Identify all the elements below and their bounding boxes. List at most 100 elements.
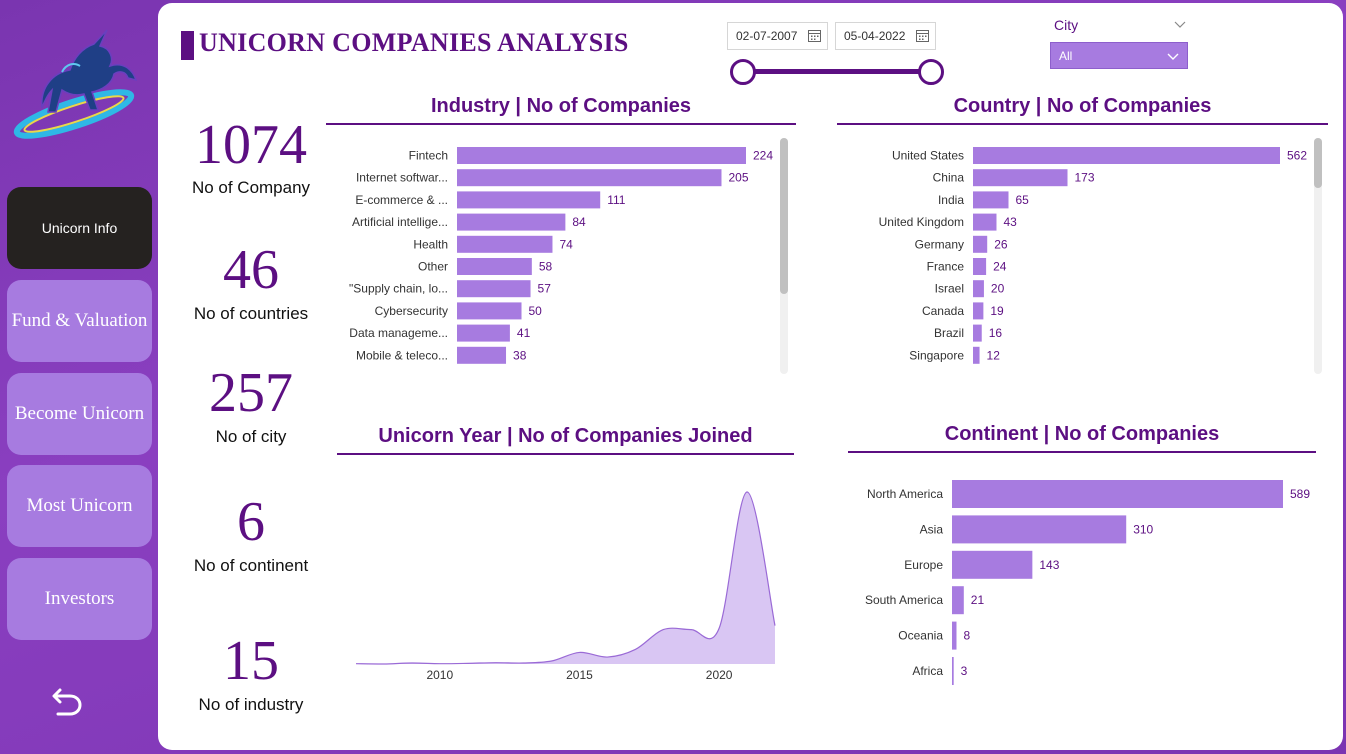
nav-most-unicorn-button[interactable]: Most Unicorn — [7, 465, 152, 547]
bar[interactable] — [457, 191, 601, 209]
city-filter-label: City — [1054, 17, 1079, 33]
value-label: 19 — [990, 304, 1004, 318]
kpi-continent-label: No of continent — [193, 556, 309, 575]
bar[interactable] — [952, 621, 957, 650]
bar[interactable] — [457, 258, 532, 275]
page-title: UNICORN COMPANIES ANALYSIS — [199, 28, 629, 57]
value-label: 310 — [1133, 522, 1153, 536]
category-label: France — [927, 260, 965, 274]
value-label: 41 — [517, 326, 531, 340]
category-label: Fintech — [409, 149, 448, 163]
value-label: 8 — [963, 629, 970, 643]
bar[interactable] — [973, 258, 987, 275]
year-chart-title: Unicorn Year | No of Companies Joined — [378, 425, 753, 447]
unicorn-logo — [13, 29, 138, 139]
value-label: 58 — [539, 260, 553, 274]
area-line[interactable] — [355, 491, 776, 665]
category-label: Artificial intellige... — [352, 215, 448, 229]
industry-bar-chart: Fintech 224 Internet softwar... 205 E-commer… — [349, 147, 773, 364]
bar[interactable] — [457, 346, 507, 364]
category-label: Asia — [920, 522, 944, 536]
bar[interactable] — [457, 302, 522, 320]
value-label: 12 — [987, 348, 1001, 362]
year-area-chart: 2010 2015 2020 — [355, 491, 776, 682]
back-arrow-icon[interactable] — [50, 684, 84, 718]
value-label: 38 — [513, 348, 527, 362]
industry-scrollbar-thumb[interactable] — [780, 138, 788, 294]
kpi-industry-count: 15 — [223, 630, 279, 692]
chevron-down-icon[interactable] — [1174, 19, 1186, 29]
category-label: "Supply chain, lo... — [349, 282, 448, 296]
bar[interactable] — [457, 213, 566, 231]
kpi-company-count: 1074 — [195, 114, 307, 176]
bar[interactable] — [973, 235, 988, 253]
city-filter-value: All — [1059, 48, 1073, 63]
category-label: Health — [413, 237, 448, 251]
bar[interactable] — [973, 324, 982, 342]
x-tick-label: 2010 — [426, 668, 453, 682]
nav-fund-valuation-button[interactable]: Fund & Valuation — [7, 280, 152, 362]
nav-unicorn-info-button[interactable]: Unicorn Info — [7, 187, 152, 269]
area-fill — [356, 491, 775, 664]
bar[interactable] — [952, 480, 1283, 508]
nav-investors-button[interactable]: Investors — [7, 558, 152, 640]
date-slider-start-handle[interactable] — [730, 59, 756, 85]
bar[interactable] — [457, 324, 510, 342]
start-date-value: 02-07-2007 — [736, 29, 798, 43]
value-label: 205 — [728, 171, 748, 185]
bar[interactable] — [457, 147, 746, 164]
bar[interactable] — [457, 169, 722, 187]
industry-chart-title: Industry | No of Companies — [430, 95, 692, 117]
country-chart-title: Country | No of Companies — [953, 95, 1212, 117]
start-date-input[interactable]: 02-07-2007 — [727, 22, 828, 50]
country-scrollbar-track[interactable] — [1314, 138, 1322, 374]
kpi-company-label: No of Company — [191, 178, 311, 197]
value-label: 50 — [529, 304, 543, 318]
date-slider-end-handle[interactable] — [918, 59, 944, 85]
calendar-icon[interactable] — [916, 29, 929, 42]
bar[interactable] — [973, 280, 984, 298]
bar[interactable] — [973, 302, 984, 320]
calendar-icon[interactable] — [808, 29, 821, 42]
city-filter-dropdown[interactable]: All — [1050, 42, 1188, 69]
end-date-value: 05-04-2022 — [844, 29, 906, 43]
category-label: United Kingdom — [879, 215, 964, 229]
year-title-underline — [337, 453, 794, 455]
bar[interactable] — [973, 147, 1280, 164]
bar[interactable] — [457, 235, 553, 253]
value-label: 589 — [1290, 487, 1310, 501]
category-label: Data manageme... — [349, 326, 448, 340]
bar[interactable] — [952, 586, 964, 615]
continent-bar-chart: North America 589 Asia 310 Europe 143 South Am… — [865, 480, 1310, 685]
category-label: India — [938, 193, 964, 207]
category-label: South America — [865, 593, 943, 607]
x-tick-label: 2015 — [566, 668, 593, 682]
bar[interactable] — [457, 280, 531, 298]
value-label: 173 — [1075, 171, 1095, 185]
bar[interactable] — [973, 346, 980, 364]
title-accent-bar — [181, 31, 194, 60]
nav-become-unicorn-button[interactable]: Become Unicorn — [7, 373, 152, 455]
value-label: 21 — [971, 593, 985, 607]
bar[interactable] — [973, 191, 1009, 209]
category-label: Oceania — [898, 629, 943, 643]
kpi-country-count: 46 — [223, 239, 279, 301]
value-label: 20 — [991, 282, 1005, 296]
value-label: 43 — [1003, 215, 1017, 229]
bar[interactable] — [973, 169, 1068, 187]
category-label: Other — [418, 260, 448, 274]
end-date-input[interactable]: 05-04-2022 — [835, 22, 936, 50]
bar[interactable] — [952, 515, 1127, 544]
value-label: 65 — [1016, 193, 1030, 207]
value-label: 74 — [559, 237, 573, 251]
category-label: Cybersecurity — [375, 304, 448, 318]
category-label: Germany — [915, 237, 964, 251]
chevron-down-icon[interactable] — [1167, 51, 1179, 61]
industry-title-underline — [326, 123, 796, 125]
bar[interactable] — [952, 657, 954, 685]
bar[interactable] — [952, 550, 1033, 579]
country-scrollbar-thumb[interactable] — [1314, 138, 1322, 188]
bar[interactable] — [973, 213, 997, 231]
kpi-city-label: No of city — [215, 427, 287, 446]
date-range-slider-track[interactable] — [743, 69, 932, 74]
